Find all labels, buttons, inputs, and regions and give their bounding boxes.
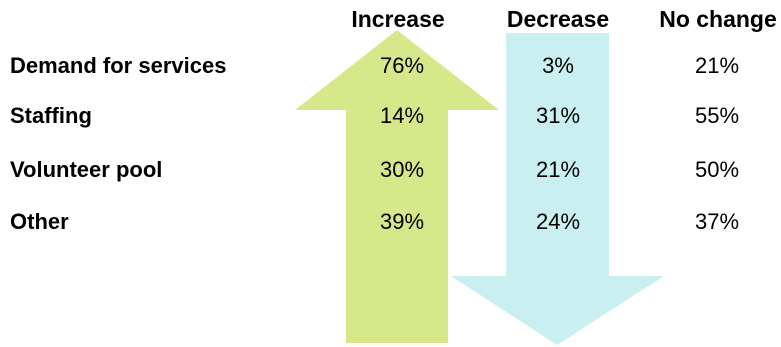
cell-volunteer-decrease: 21% bbox=[535, 157, 581, 182]
cell-volunteer-no-change: 50% bbox=[694, 157, 740, 182]
column-header-increase: Increase bbox=[351, 6, 445, 32]
cell-demand-decrease: 3% bbox=[542, 53, 574, 78]
cell-staffing-increase: 14% bbox=[379, 103, 425, 128]
increase-arrow bbox=[295, 30, 499, 343]
row-label-demand-for-services: Demand for services bbox=[10, 53, 227, 78]
column-header-no-change: No change bbox=[659, 6, 777, 32]
cell-other-decrease: 24% bbox=[535, 209, 581, 234]
cell-demand-increase: 76% bbox=[379, 53, 425, 78]
cell-other-increase: 39% bbox=[379, 209, 425, 234]
row-label-volunteer-pool: Volunteer pool bbox=[10, 157, 163, 182]
cell-volunteer-increase: 30% bbox=[379, 157, 425, 182]
column-header-decrease: Decrease bbox=[506, 6, 610, 32]
row-label-other: Other bbox=[10, 209, 69, 234]
cell-staffing-no-change: 55% bbox=[694, 103, 740, 128]
cell-demand-no-change: 21% bbox=[694, 53, 740, 78]
cell-staffing-decrease: 31% bbox=[535, 103, 581, 128]
cell-other-no-change: 37% bbox=[694, 209, 740, 234]
decrease-arrow bbox=[451, 33, 664, 345]
row-label-staffing: Staffing bbox=[10, 103, 92, 128]
